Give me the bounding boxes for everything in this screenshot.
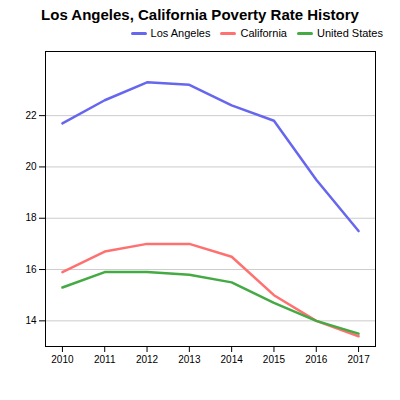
html-text:California: California [240, 27, 287, 39]
svg-text:14: 14 [25, 315, 37, 326]
html-text:United States: United States [317, 27, 383, 39]
svg-text:22: 22 [25, 110, 37, 121]
svg-text:18: 18 [25, 212, 37, 223]
svg-text:2011: 2011 [94, 354, 116, 365]
svg-text:2013: 2013 [178, 354, 201, 365]
svg-text:2016: 2016 [305, 354, 328, 365]
svg-text:20: 20 [25, 161, 37, 172]
html-text:Los Angeles, California Povert: Los Angeles, California Poverty Rate His… [41, 6, 359, 23]
svg-text:2010: 2010 [51, 354, 74, 365]
html-text:Los Angeles: Los Angeles [150, 27, 211, 39]
svg-text:2017: 2017 [347, 354, 370, 365]
svg-text:2015: 2015 [263, 354, 286, 365]
svg-text:2014: 2014 [221, 354, 244, 365]
svg-text:16: 16 [25, 264, 37, 275]
svg-text:2012: 2012 [136, 354, 159, 365]
